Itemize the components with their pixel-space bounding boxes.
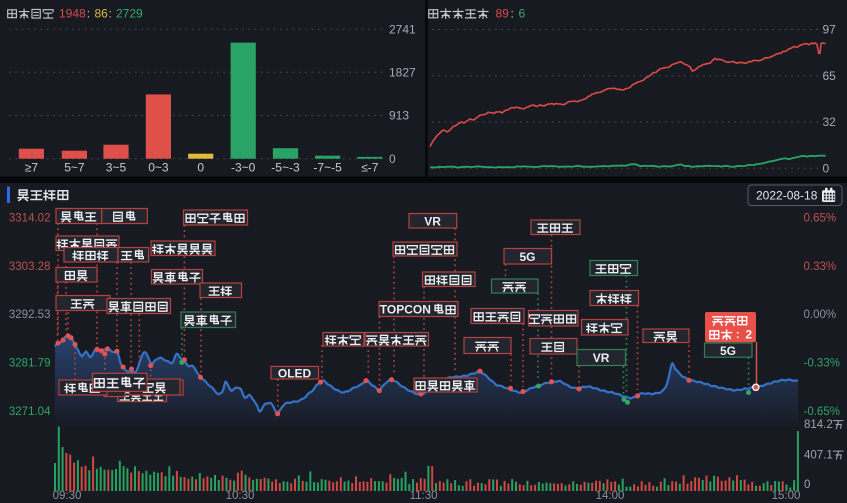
svg-text:6: 6 [519, 7, 526, 21]
svg-text:0: 0 [389, 152, 396, 166]
svg-text:0: 0 [197, 161, 204, 175]
svg-text:VR: VR [593, 351, 610, 365]
svg-text:14:00: 14:00 [596, 490, 625, 502]
svg-text:10:30: 10:30 [226, 490, 255, 502]
svg-text:0.33%: 0.33% [804, 261, 837, 273]
svg-text:5G: 5G [720, 344, 736, 358]
svg-text:-0.33%: -0.33% [804, 358, 840, 370]
svg-text:407.1: 407.1 [804, 450, 833, 462]
svg-text:0.65%: 0.65% [804, 213, 837, 225]
svg-text:3314.02: 3314.02 [9, 213, 51, 225]
svg-text:09:30: 09:30 [53, 490, 82, 502]
svg-text:TOPCON: TOPCON [380, 303, 431, 317]
svg-text:2: 2 [745, 328, 752, 342]
svg-text:814.2: 814.2 [804, 419, 833, 431]
svg-text::: : [109, 7, 112, 21]
svg-text:-3~0: -3~0 [231, 161, 256, 175]
svg-text:1948: 1948 [59, 7, 86, 21]
svg-text:≤-7: ≤-7 [361, 161, 379, 175]
svg-text:32: 32 [823, 115, 837, 129]
svg-text:3281.79: 3281.79 [9, 358, 51, 370]
svg-text:2022-08-18: 2022-08-18 [756, 189, 818, 203]
svg-text:5G: 5G [520, 250, 536, 264]
svg-text::: : [87, 7, 90, 21]
svg-text:3292.53: 3292.53 [9, 309, 51, 321]
svg-text:913: 913 [389, 109, 409, 123]
svg-text:97: 97 [823, 23, 837, 37]
svg-text:VR: VR [424, 214, 441, 228]
svg-text:3~5: 3~5 [106, 161, 127, 175]
svg-text:15:00: 15:00 [772, 490, 801, 502]
svg-text:3303.28: 3303.28 [9, 261, 51, 273]
svg-text:≥7: ≥7 [25, 161, 39, 175]
svg-text:0: 0 [823, 161, 830, 175]
svg-text:-5~-3: -5~-3 [271, 161, 300, 175]
svg-text:3271.04: 3271.04 [9, 406, 51, 418]
svg-text:0.00%: 0.00% [804, 309, 837, 321]
svg-text:86: 86 [95, 7, 109, 21]
svg-text:0: 0 [804, 479, 810, 491]
svg-text:-0.65%: -0.65% [804, 406, 840, 418]
svg-text:11:30: 11:30 [410, 490, 438, 502]
svg-text:OLED: OLED [278, 366, 312, 380]
svg-text:5~7: 5~7 [64, 161, 85, 175]
svg-text:65: 65 [823, 69, 837, 83]
svg-text:0~3: 0~3 [148, 161, 169, 175]
svg-text::: : [511, 7, 514, 21]
svg-text:1827: 1827 [389, 66, 416, 80]
svg-text:2741: 2741 [389, 22, 416, 36]
svg-text:89: 89 [496, 7, 510, 21]
svg-text:-7~-5: -7~-5 [313, 161, 342, 175]
svg-text:2729: 2729 [116, 7, 143, 21]
